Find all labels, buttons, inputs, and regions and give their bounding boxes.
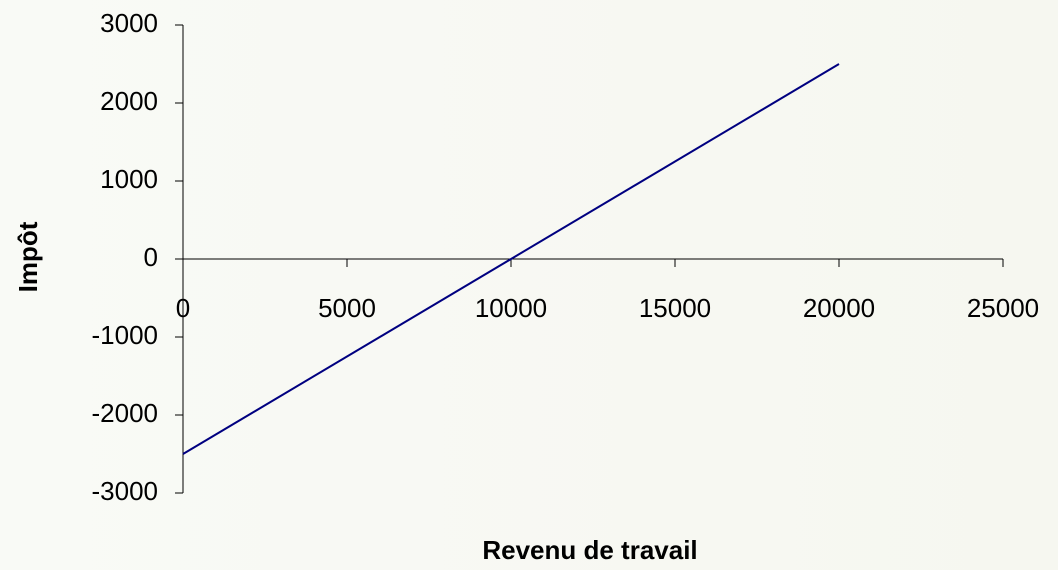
y-tick-label: 3000: [100, 8, 158, 38]
x-axis-title: Revenu de travail: [482, 535, 697, 565]
x-tick-label: 20000: [803, 293, 875, 323]
x-tick-label: 10000: [475, 293, 547, 323]
y-tick-label: -3000: [92, 476, 159, 506]
x-tick-label: 15000: [639, 293, 711, 323]
y-tick-label: -2000: [92, 398, 159, 428]
x-tick-label: 5000: [318, 293, 376, 323]
y-tick-label: -1000: [92, 320, 159, 350]
y-tick-label: 2000: [100, 86, 158, 116]
y-axis-title: Impôt: [13, 221, 43, 292]
x-tick-label: 0: [176, 293, 190, 323]
y-tick-label: 0: [144, 242, 158, 272]
x-tick-label: 25000: [967, 293, 1039, 323]
line-series: [182, 63, 840, 455]
y-tick-label: 1000: [100, 164, 158, 194]
